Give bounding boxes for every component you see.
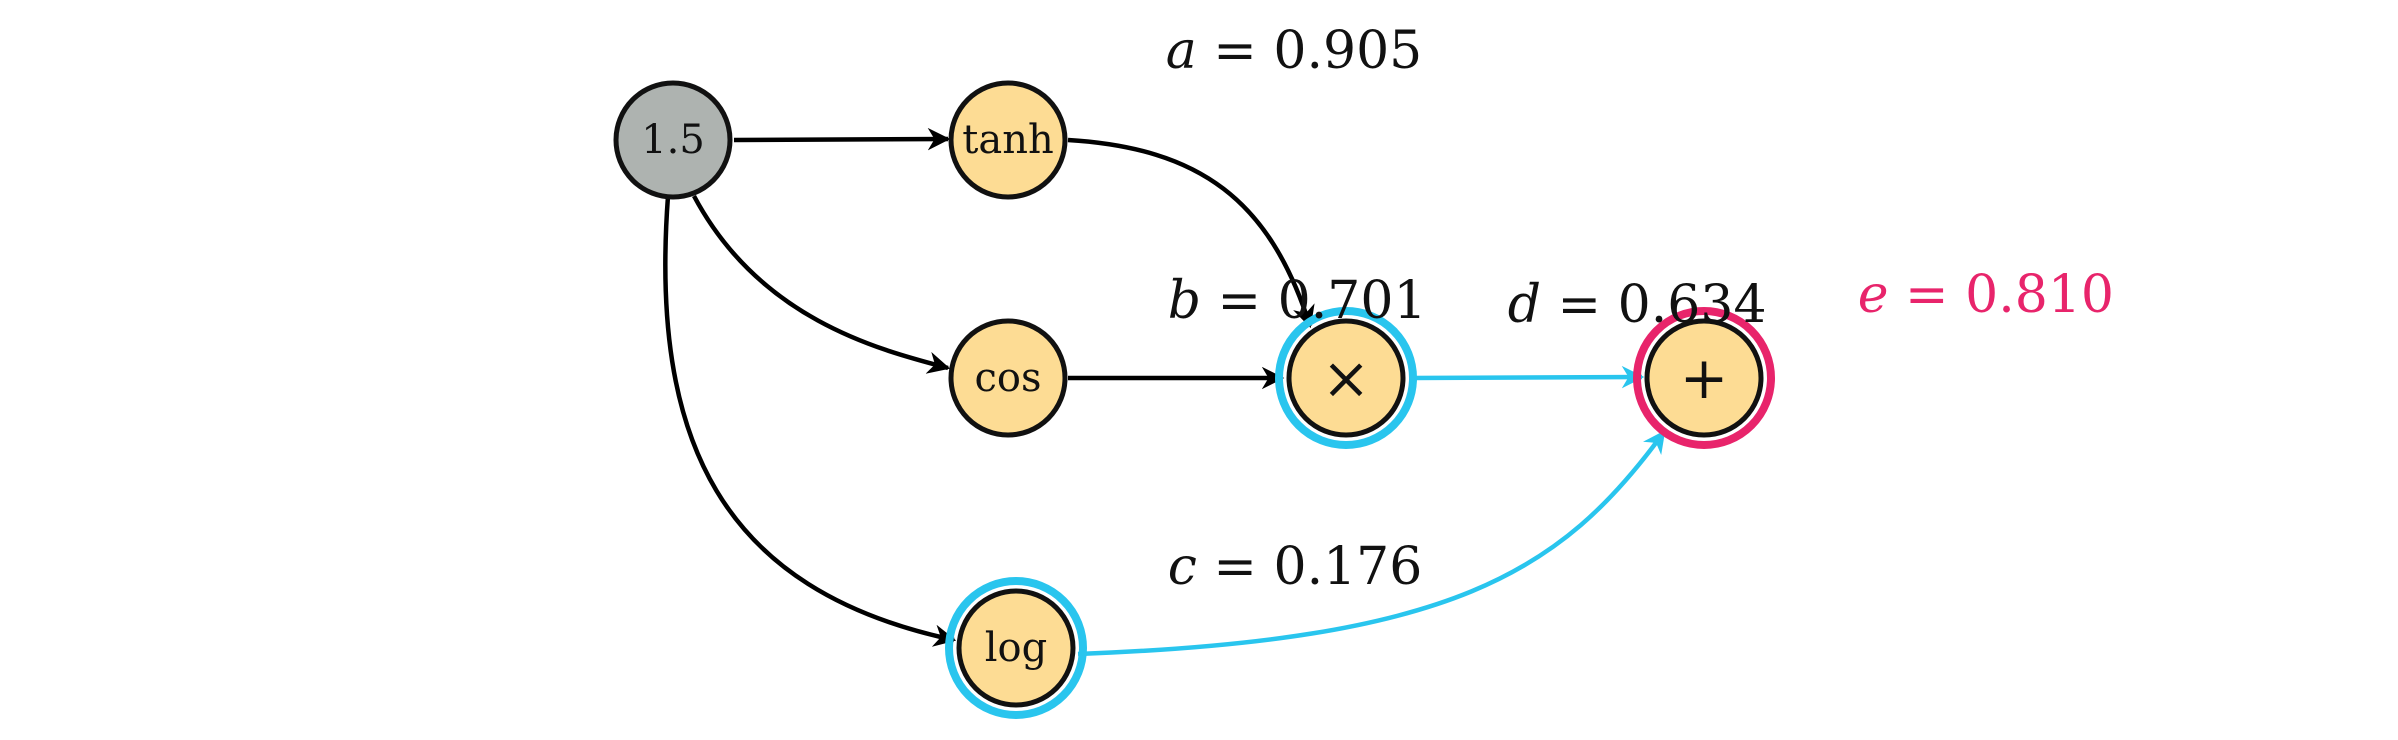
- edges: [663, 127, 1666, 657]
- edge-tanh-to-mul: [1067, 137, 1315, 329]
- log-node-circle: [956, 588, 1076, 708]
- value-c-var: c: [1168, 537, 1197, 597]
- value-a-var: a: [1166, 21, 1197, 81]
- add-node-circle: [1644, 318, 1764, 438]
- multiply-node-label: ×: [1322, 344, 1371, 412]
- value-label-c: c = 0.176: [1052, 537, 1505, 597]
- value-label-d: d = 0.634: [1392, 275, 1849, 335]
- value-label-e: e = 0.810: [1742, 265, 2197, 325]
- add-node-label: +: [1680, 344, 1729, 412]
- value-c-num: 0.176: [1273, 537, 1422, 597]
- value-b-eq: =: [1201, 271, 1278, 331]
- value-c-eq: =: [1197, 537, 1274, 597]
- value-label-a: a = 0.905: [1050, 21, 1505, 81]
- value-b-num: 0.701: [1278, 271, 1427, 331]
- value-e-num: 0.810: [1965, 265, 2114, 325]
- edge-mul-to-add: [1411, 365, 1645, 389]
- multiply-node-circle: [1286, 318, 1406, 438]
- value-label-b: b = 0.701: [1052, 271, 1509, 331]
- edge-input-to-cos: [692, 194, 951, 374]
- input-node-circle: [613, 80, 733, 200]
- node-multiply: ×: [1286, 318, 1406, 438]
- node-cos: cos: [948, 318, 1068, 438]
- cos-node-circle: [948, 318, 1068, 438]
- node-tanh: tanh: [948, 80, 1068, 200]
- edge-input-to-tanh: [733, 127, 951, 151]
- value-e-eq: =: [1889, 265, 1966, 325]
- node-log: log: [956, 588, 1076, 708]
- value-d-eq: =: [1541, 275, 1618, 335]
- highlight-rings: [945, 307, 1775, 719]
- tanh-node-circle: [948, 80, 1068, 200]
- add-output-ring: [1633, 307, 1775, 449]
- value-a-num: 0.905: [1273, 21, 1422, 81]
- node-add: +: [1644, 318, 1764, 438]
- value-d-var: d: [1508, 275, 1541, 335]
- input-node-label: 1.5: [641, 117, 705, 163]
- mul-highlight-ring: [1275, 307, 1417, 449]
- log-highlight-ring: [945, 577, 1087, 719]
- value-d-num: 0.634: [1618, 275, 1767, 335]
- cos-node-label: cos: [974, 355, 1041, 401]
- log-node-label: log: [985, 625, 1047, 671]
- edge-log-to-add: [1077, 430, 1666, 657]
- value-b-var: b: [1168, 271, 1201, 331]
- value-e-var: e: [1858, 265, 1889, 325]
- edge-input-to-log: [663, 195, 957, 647]
- value-a-eq: =: [1197, 21, 1274, 81]
- tanh-node-label: tanh: [962, 117, 1053, 163]
- node-input: 1.5: [613, 80, 733, 200]
